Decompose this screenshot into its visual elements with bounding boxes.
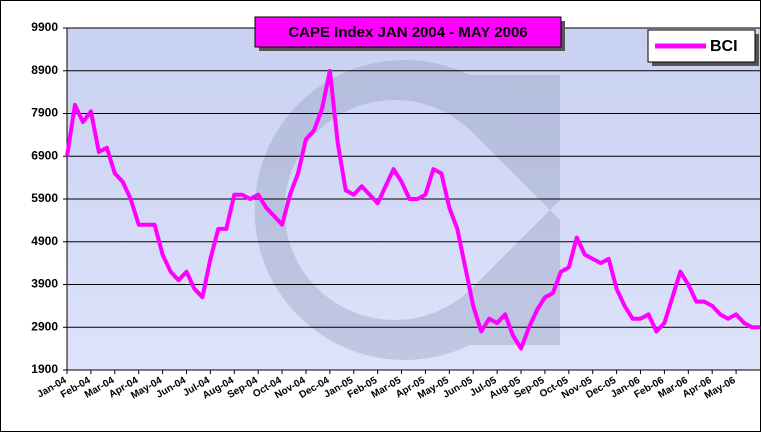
y-tick-label: 6900 (31, 148, 58, 162)
y-tick-label: 4900 (31, 234, 58, 248)
title-box (254, 16, 562, 48)
y-tick-label: 8900 (31, 63, 58, 77)
legend-label: BCI (710, 38, 738, 55)
y-tick-label: 5900 (31, 191, 58, 205)
y-tick-label: 7900 (31, 106, 58, 120)
y-tick-label: 2900 (31, 319, 58, 333)
data-line (65, 68, 760, 351)
chart-title: CAPE Index JAN 2004 - MAY 2006 (288, 24, 527, 41)
y-tick-label: 9900 (31, 20, 58, 34)
y-tick-label: 1900 (31, 362, 58, 376)
y-tick-label: 3900 (31, 277, 58, 291)
